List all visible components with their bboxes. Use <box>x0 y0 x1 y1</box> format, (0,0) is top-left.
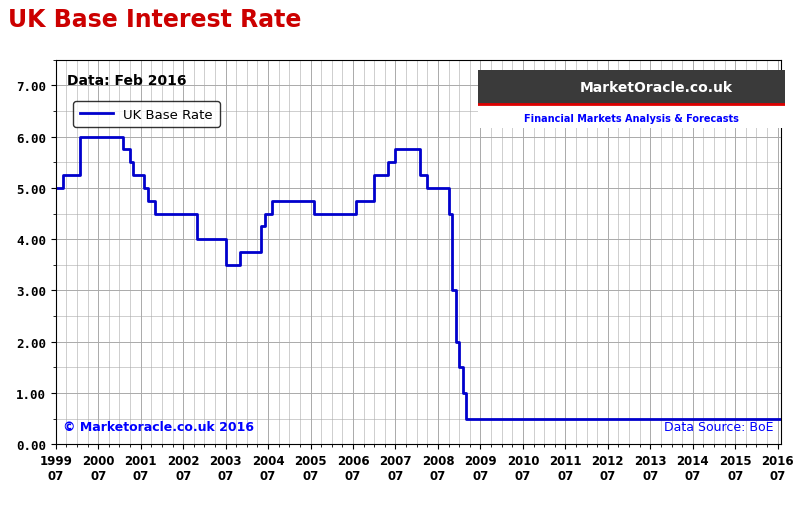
Text: MarketOracle.co.uk: MarketOracle.co.uk <box>579 81 732 95</box>
Bar <box>478 71 785 105</box>
Legend: UK Base Rate: UK Base Rate <box>73 102 220 128</box>
Text: Data Source: BoE: Data Source: BoE <box>665 420 774 433</box>
Text: Financial Markets Analysis & Forecasts: Financial Markets Analysis & Forecasts <box>524 113 739 123</box>
Bar <box>478 105 785 129</box>
Text: UK Base Interest Rate: UK Base Interest Rate <box>8 8 301 31</box>
Text: Data: Feb 2016: Data: Feb 2016 <box>67 74 186 88</box>
Text: © Marketoracle.co.uk 2016: © Marketoracle.co.uk 2016 <box>63 420 254 433</box>
